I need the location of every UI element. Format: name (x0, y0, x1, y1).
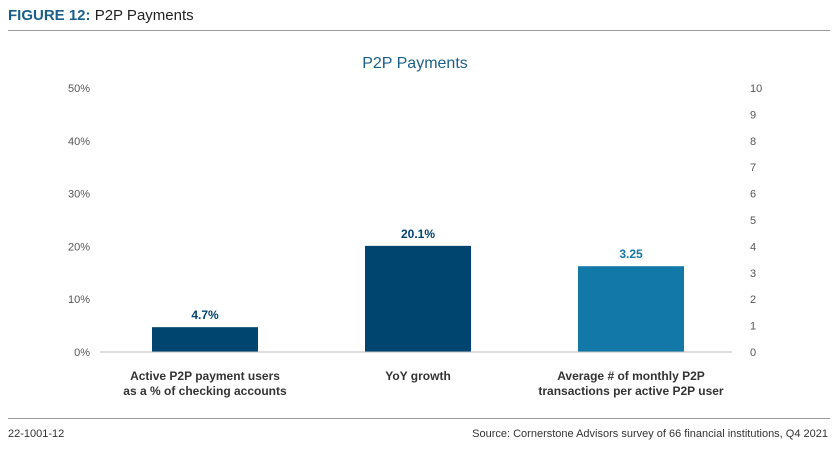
x-category-label: YoY growth (385, 369, 451, 383)
figure-header: FIGURE 12: P2P Payments (8, 7, 194, 24)
figure-code: 22-1001-12 (8, 428, 65, 440)
y-right-tick-label: 4 (750, 241, 756, 253)
y-right-tick-label: 10 (750, 83, 762, 95)
y-right-tick-label: 8 (750, 136, 756, 148)
bar (152, 327, 258, 352)
header-rule (8, 30, 830, 31)
figure-label: FIGURE 12: (8, 7, 91, 24)
y-right-tick-label: 6 (750, 189, 756, 201)
bar (365, 245, 471, 352)
y-left-tick-label: 40% (68, 136, 90, 148)
y-right-tick-label: 9 (750, 109, 756, 121)
y-left-tick-label: 30% (68, 189, 90, 201)
bar-data-label: 20.1% (401, 227, 435, 241)
y-right-tick-label: 0 (750, 347, 756, 359)
y-right-tick-label: 7 (750, 162, 756, 174)
y-left-tick-label: 50% (68, 83, 90, 95)
figure-title: P2P Payments (94, 7, 194, 24)
x-category-label-line: Average # of monthly P2P (557, 369, 705, 383)
footer-rule (8, 418, 830, 419)
x-category-label-line: transactions per active P2P user (538, 384, 724, 398)
y-left-tick-label: 20% (68, 241, 90, 253)
x-category-label-line: YoY growth (385, 369, 451, 383)
y-right-tick-label: 1 (750, 321, 756, 333)
x-category-label: Active P2P payment users as a % of checki… (123, 369, 287, 398)
p2p-bar-chart: P2P Payments 0% 10% 20% 30% 40% 50% 0 1 2 3 4 5 6 7 8 9 1… (68, 55, 762, 398)
bar-data-label: 4.7% (191, 308, 219, 322)
x-category-label-line: Active P2P payment users (130, 369, 280, 383)
source-note: Source: Cornerstone Advisors survey of 6… (472, 428, 828, 440)
y-right-tick-label: 3 (750, 268, 756, 280)
y-right-tick-label: 5 (750, 215, 756, 227)
x-category-label-line: as a % of checking accounts (123, 384, 287, 398)
y-right-tick-label: 2 (750, 294, 756, 306)
y-left-tick-label: 10% (68, 294, 90, 306)
bar (578, 266, 684, 352)
chart-title: P2P Payments (362, 55, 468, 72)
x-category-label: Average # of monthly P2P transactions per… (538, 369, 724, 398)
y-left-tick-label: 0% (74, 347, 90, 359)
bar-data-label: 3.25 (619, 247, 643, 261)
